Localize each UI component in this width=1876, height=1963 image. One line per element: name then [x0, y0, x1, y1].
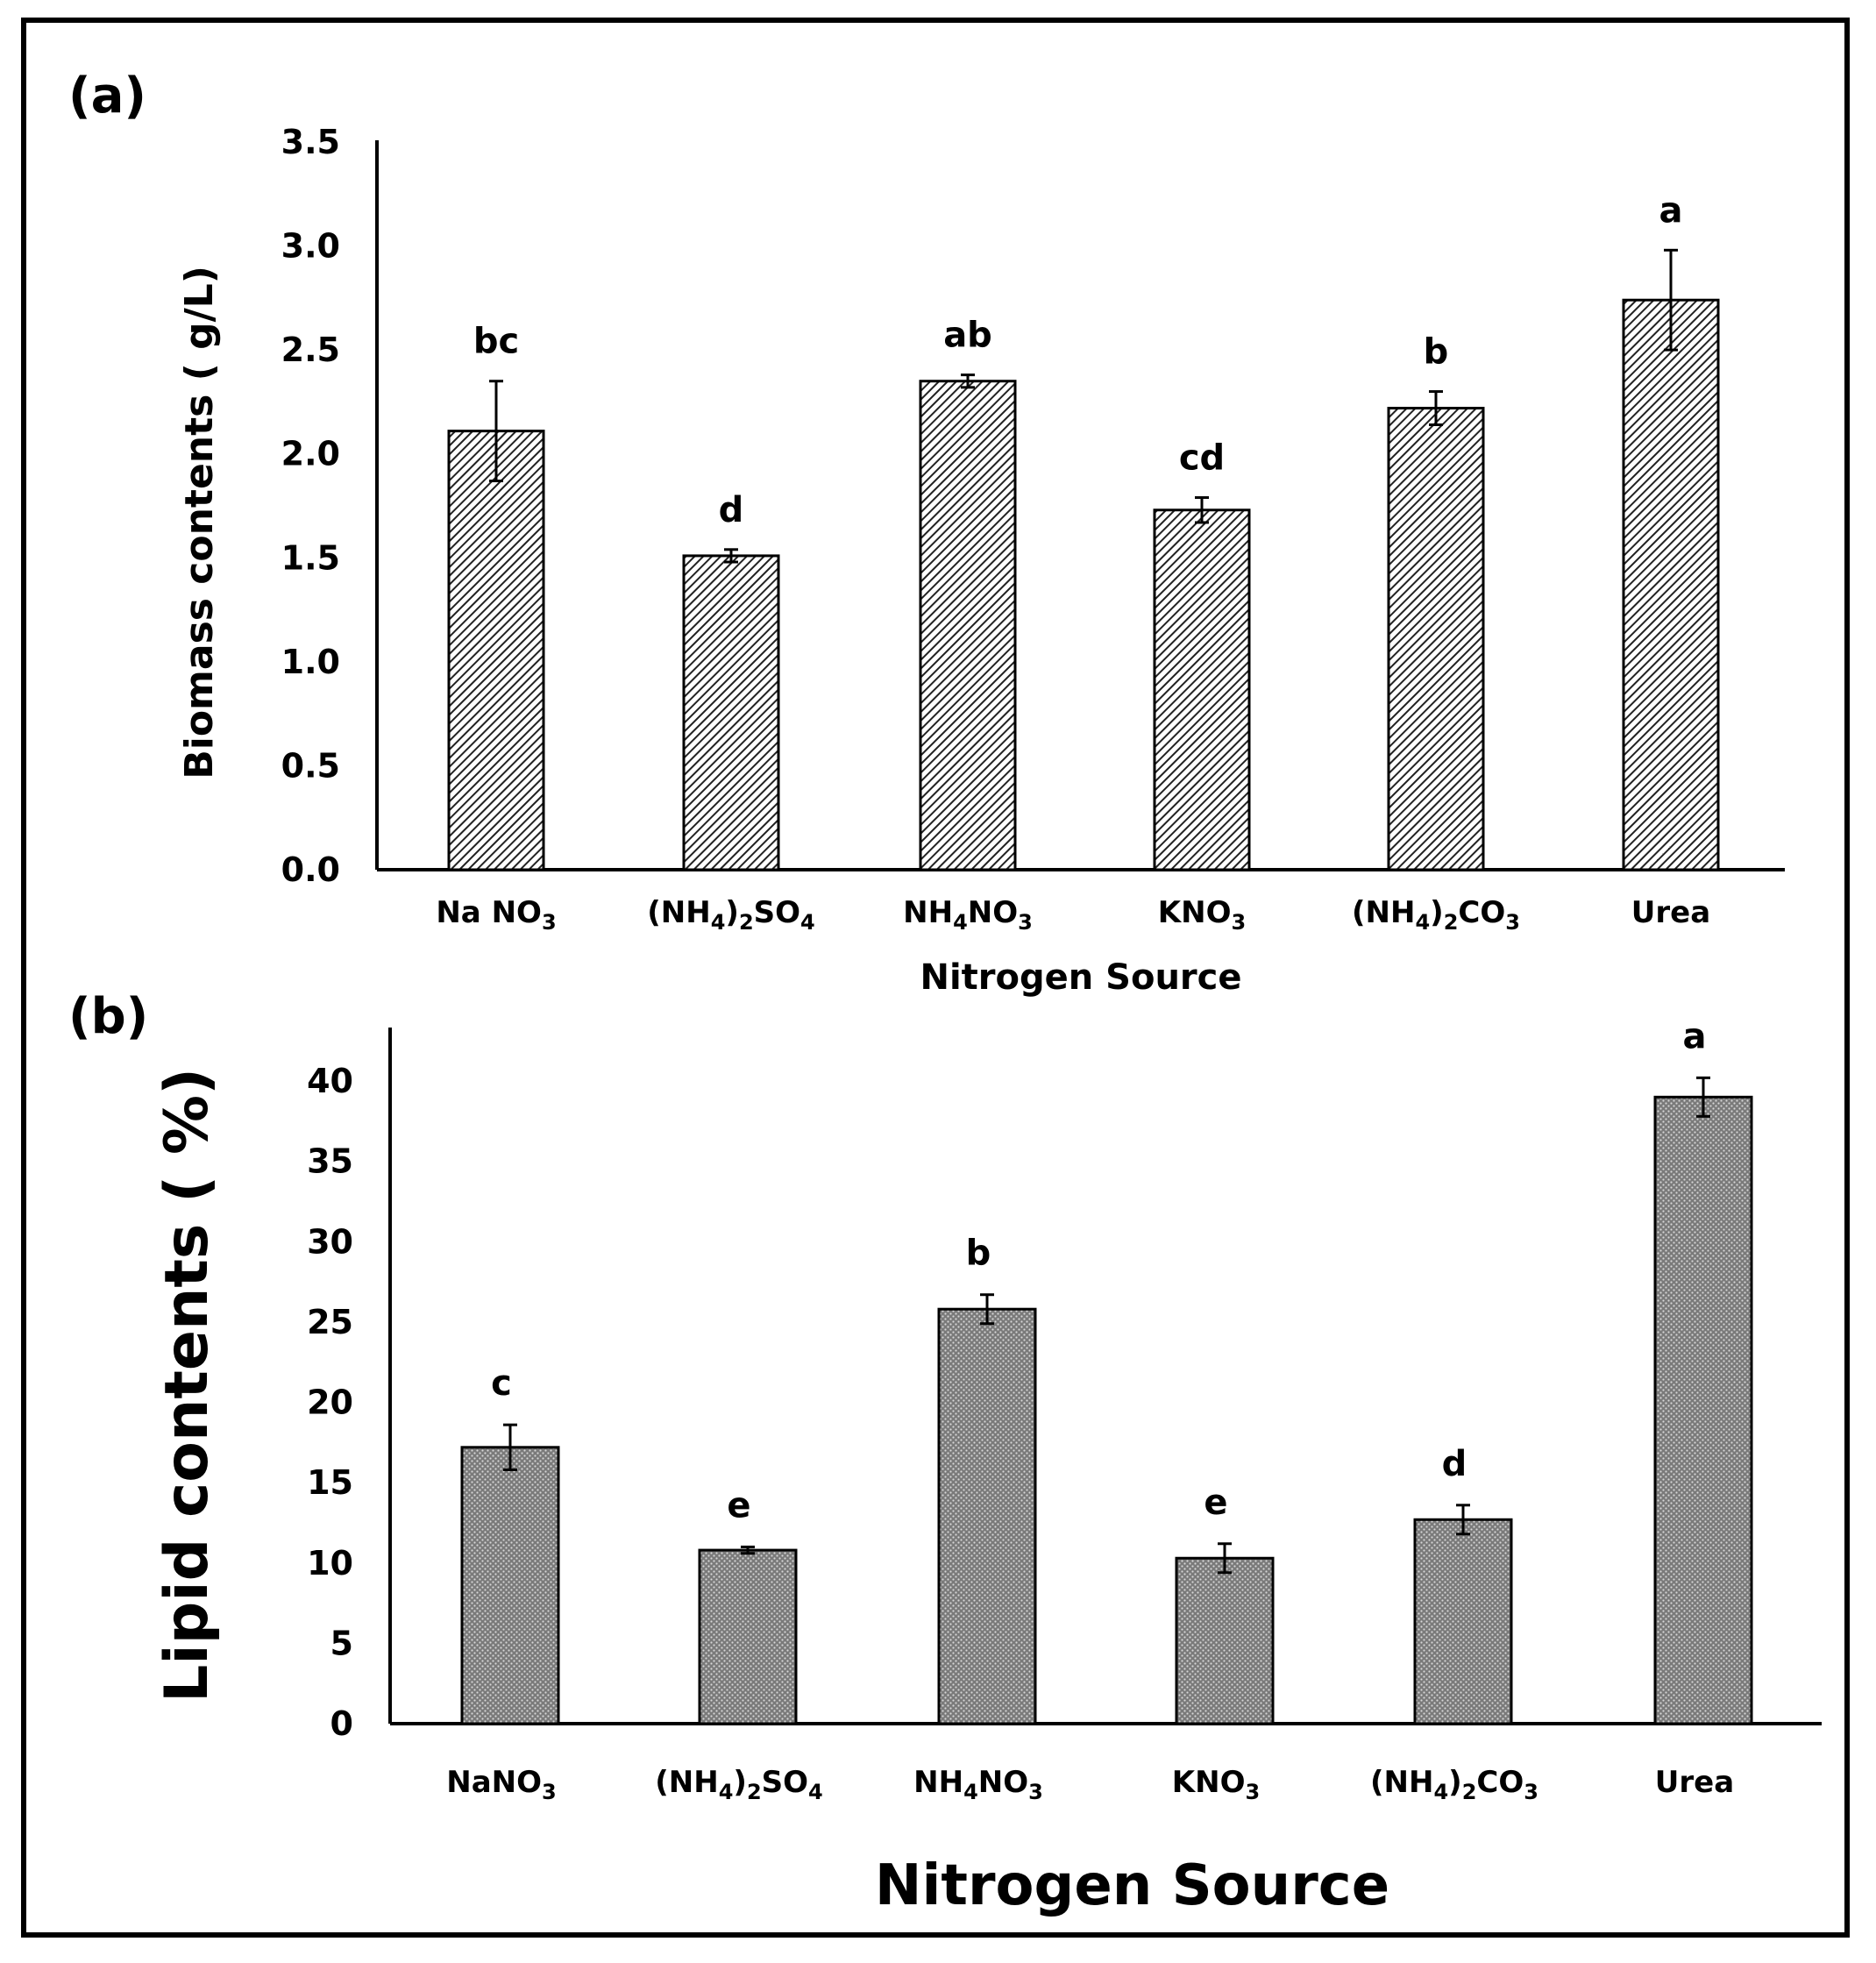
panel-b-y-tick-label: 15 — [307, 1463, 353, 1502]
panel-a-y-axis-label: Biomass contents ( g/L) — [177, 266, 222, 779]
panel-b-error-bar-urea — [1696, 1076, 1710, 1118]
figure-frame — [21, 18, 1850, 1938]
panel-b-y-tick-label: 5 — [330, 1624, 353, 1662]
panel-b-y-tick-label: 20 — [307, 1383, 353, 1422]
panel-b-significance-nh4-2so4: e — [727, 1485, 750, 1526]
panel-a-y-tick-label: 2.5 — [281, 331, 340, 369]
panel-a-chart: (a) 0.0 0.5 1.0 1.5 2.0 2.5 3.0 3.5 Biomass conte… — [68, 68, 1785, 998]
panel-b-y-tick-label: 25 — [307, 1303, 353, 1341]
panel-a-bar-nh4-2so4 — [682, 554, 780, 871]
panel-b-y-tick-label: 30 — [307, 1222, 353, 1261]
panel-b-y-tick-label: 10 — [307, 1544, 353, 1582]
panel-b-x-axis-label: Nitrogen Source — [875, 1853, 1389, 1918]
panel-b-bar-nano3 — [460, 1446, 560, 1725]
panel-a-significance-nh4no3: ab — [943, 316, 992, 356]
panel-a-significance-nano3: bc — [473, 322, 519, 362]
panel-a-category-label-nh4no3: NH4NO3 — [903, 895, 1033, 935]
panel-a-category-label-nh4-2co3: (NH4)2CO3 — [1352, 895, 1520, 935]
panel-a-error-bar-kno3 — [1195, 496, 1209, 524]
panel-a-bar-nh4-2co3 — [1387, 407, 1485, 871]
panel-b-error-bar-nh4-2co3 — [1456, 1504, 1470, 1536]
panel-b-significance-urea: a — [1683, 1016, 1707, 1056]
panel-b-significance-nh4-2co3: d — [1442, 1444, 1467, 1484]
panel-a-bar-nh4no3 — [919, 380, 1017, 871]
panel-a-error-bar-urea — [1664, 248, 1678, 352]
panel-a-y-tick-label: 0.0 — [281, 850, 340, 889]
panel-a-category-label-urea: Urea — [1631, 895, 1710, 930]
panel-a-y-tick-label: 3.0 — [281, 227, 340, 266]
panel-b-category-label-nh4no3: NH4NO3 — [913, 1765, 1043, 1804]
panel-b-label: (b) — [68, 988, 148, 1045]
panel-a-bar-urea — [1622, 298, 1720, 871]
panel-b-chart: (b) 0 5 10 15 20 25 30 35 40 Lipid contents ( %) Ni… — [68, 988, 1822, 1918]
panel-b-bar-nh4-2so4 — [698, 1548, 798, 1725]
panel-b-error-bar-nh4no3 — [980, 1293, 994, 1326]
panel-b-significance-nh4no3: b — [966, 1234, 991, 1274]
panel-a-significance-nh4-2so4: d — [719, 490, 744, 530]
panel-a-significance-urea: a — [1659, 190, 1683, 231]
panel-a-error-bar-nh4-2co3 — [1429, 390, 1443, 427]
panel-a-y-tick-label: 2.0 — [281, 435, 340, 473]
panel-b-bar-urea — [1653, 1095, 1753, 1725]
panel-a-x-axis-label: Nitrogen Source — [920, 957, 1241, 998]
panel-b-category-label-urea: Urea — [1655, 1765, 1734, 1800]
panel-b-bar-kno3 — [1175, 1556, 1275, 1725]
panel-a-category-label-nano3: Na NO3 — [436, 895, 556, 935]
panel-a-y-tick-label: 0.5 — [281, 746, 340, 785]
panel-b-y-tick-label: 40 — [307, 1062, 353, 1100]
panel-a-significance-kno3: cd — [1179, 438, 1225, 479]
panel-a-bar-kno3 — [1153, 509, 1251, 871]
panel-b-category-label-nh4-2so4: (NH4)2SO4 — [655, 1765, 823, 1804]
panel-b-significance-kno3: e — [1204, 1483, 1227, 1523]
panel-b-error-bar-nh4-2so4 — [741, 1545, 755, 1555]
panel-a-significance-nh4-2co3: b — [1424, 332, 1449, 373]
panel-a-y-tick-label: 3.5 — [281, 123, 340, 161]
panel-a-error-bar-nano3 — [489, 380, 503, 483]
panel-a-bar-nano3 — [447, 430, 545, 871]
panel-a-label: (a) — [68, 68, 146, 124]
panel-b-y-tick-label: 35 — [307, 1142, 353, 1181]
panel-b-error-bar-nano3 — [503, 1423, 517, 1471]
panel-b-category-label-kno3: KNO3 — [1172, 1765, 1260, 1804]
panel-a-error-bar-nh4-2so4 — [724, 548, 738, 564]
panel-a-category-label-kno3: KNO3 — [1158, 895, 1246, 935]
panel-b-category-label-nh4-2co3: (NH4)2CO3 — [1370, 1765, 1538, 1804]
panel-a-error-bar-nh4no3 — [961, 373, 975, 389]
panel-b-y-tick-label: 0 — [330, 1704, 353, 1743]
panel-a-y-tick-label: 1.0 — [281, 643, 340, 681]
panel-b-y-axis-label: Lipid contents ( %) — [153, 1068, 222, 1703]
panel-a-category-label-nh4-2so4: (NH4)2SO4 — [647, 895, 815, 935]
panel-b-error-bar-kno3 — [1218, 1542, 1232, 1575]
panel-b-bar-nh4no3 — [937, 1307, 1037, 1725]
panel-b-bar-nh4-2co3 — [1413, 1518, 1513, 1725]
panel-a-y-tick-label: 1.5 — [281, 538, 340, 577]
panel-b-significance-nano3: c — [491, 1363, 512, 1404]
panel-b-category-label-nano3: NaNO3 — [446, 1765, 556, 1804]
